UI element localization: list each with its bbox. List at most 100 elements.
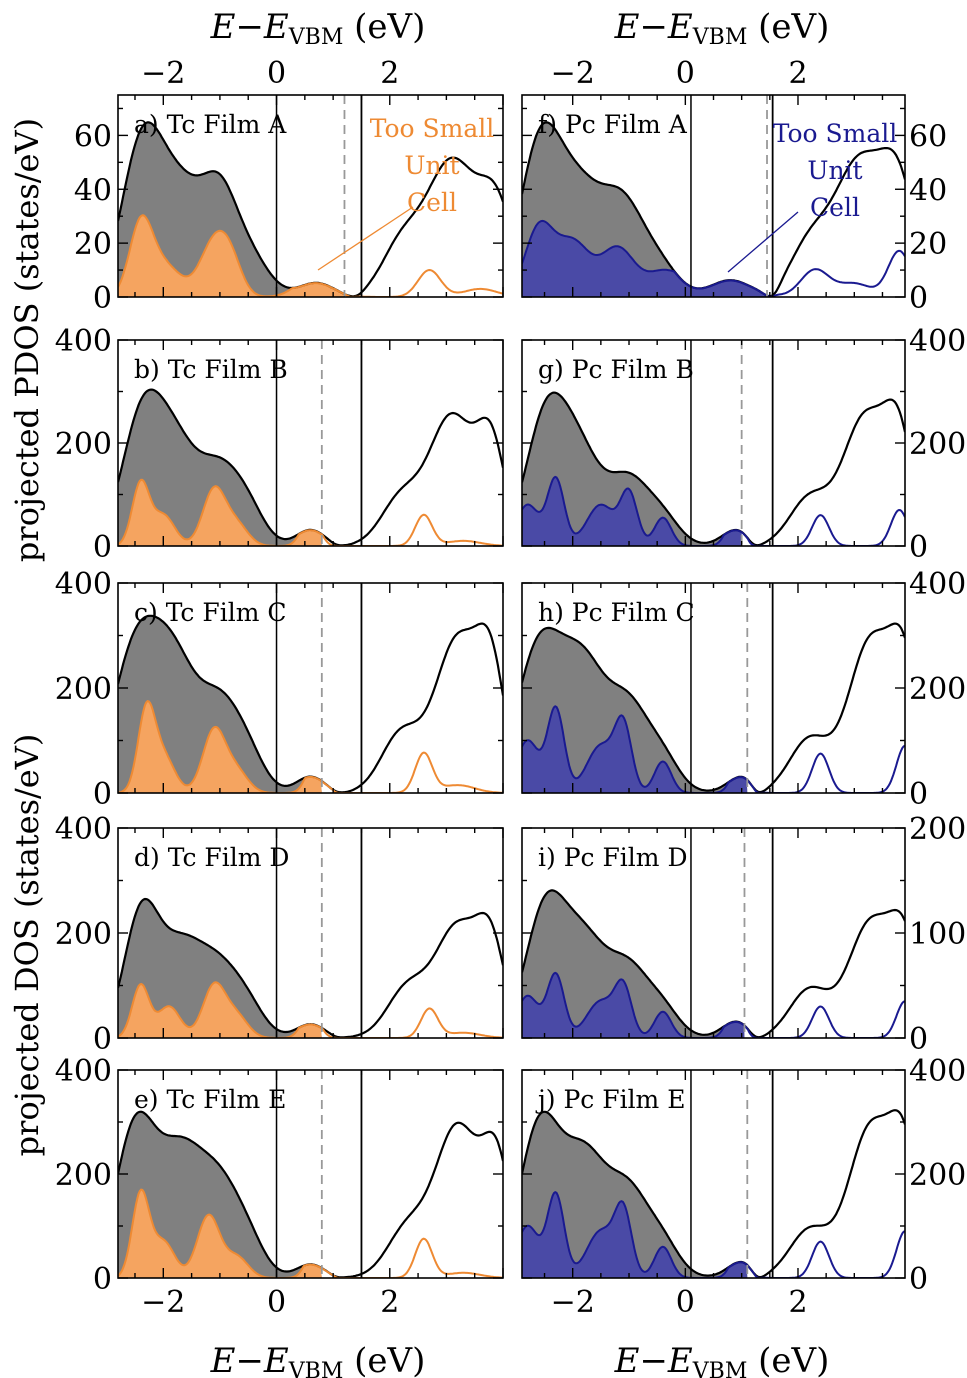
ytick-label: 400 bbox=[55, 324, 112, 359]
proj-dos-line-d bbox=[118, 981, 503, 1038]
bottom-xlabel-right: E−EVBM (eV) bbox=[614, 1341, 830, 1378]
ytick-label: 40 bbox=[74, 173, 112, 208]
ytick-label: 20 bbox=[909, 227, 947, 262]
panel-label-j: j) Pc Film E bbox=[535, 1085, 685, 1114]
panel-label-h: h) Pc Film C bbox=[538, 598, 695, 627]
ytick-label: 200 bbox=[55, 427, 112, 462]
panel-i: 0 100 200 i) Pc Film D bbox=[521, 812, 966, 1057]
ytick-label: 200 bbox=[55, 1158, 112, 1193]
ytick-label: 200 bbox=[909, 427, 966, 462]
ytick-label: 0 bbox=[909, 1022, 928, 1057]
proj-dos-occupied-j bbox=[522, 1192, 748, 1278]
bottom-xlabel-left: E−EVBM (eV) bbox=[210, 1341, 426, 1378]
xtick-label: 0 bbox=[267, 1285, 286, 1320]
total-dos-occupied-i bbox=[522, 890, 745, 1038]
svg-text:Cell: Cell bbox=[810, 193, 860, 222]
top-xlabel-left: E−EVBM (eV) bbox=[210, 7, 426, 50]
ytick-label: 400 bbox=[909, 324, 966, 359]
panel-label-c: c) Tc Film C bbox=[134, 598, 287, 627]
ytick-label: 0 bbox=[93, 281, 112, 316]
xtick-label: 2 bbox=[380, 1285, 399, 1320]
proj-dos-line-b bbox=[118, 478, 503, 546]
ytick-label: 20 bbox=[74, 227, 112, 262]
panel-label-i: i) Pc Film D bbox=[538, 843, 688, 872]
proj-dos-occupied-h bbox=[522, 706, 748, 793]
ytick-label: 0 bbox=[909, 530, 928, 565]
proj-dos-occupied-a bbox=[118, 215, 345, 297]
panel-label-e: e) Tc Film E bbox=[134, 1085, 286, 1114]
proj-dos-occupied-c bbox=[118, 701, 322, 793]
xtick-label: 0 bbox=[676, 1285, 695, 1320]
annotation-too-small-right: Too Small Unit Cell bbox=[727, 119, 898, 273]
ytick-label: 400 bbox=[909, 567, 966, 602]
xtick-label: −2 bbox=[141, 1285, 185, 1320]
xtick-label: −2 bbox=[141, 56, 185, 91]
annotation-too-small-left: Too Small Unit Cell bbox=[317, 114, 495, 271]
ytick-label: 100 bbox=[909, 917, 966, 952]
ytick-label: 400 bbox=[909, 1054, 966, 1089]
proj-dos-line-c bbox=[118, 700, 503, 793]
xtick-label: 0 bbox=[676, 56, 695, 91]
proj-dos-line-e bbox=[118, 1188, 503, 1278]
ytick-label: 0 bbox=[93, 1262, 112, 1297]
ytick-label: 0 bbox=[909, 281, 928, 316]
panel-label-g: g) Pc Film B bbox=[538, 355, 694, 384]
ytick-label: 0 bbox=[93, 1022, 112, 1057]
total-dos-occupied-e bbox=[118, 1111, 322, 1278]
total-dos-occupied-b bbox=[118, 389, 322, 546]
total-dos-line-i bbox=[522, 889, 905, 1038]
ytick-label: 400 bbox=[55, 567, 112, 602]
proj-dos-occupied-g bbox=[522, 476, 742, 546]
ytick-label: 200 bbox=[909, 672, 966, 707]
ytick-label: 0 bbox=[909, 1262, 928, 1297]
proj-dos-line-f bbox=[522, 219, 905, 297]
svg-text:Cell: Cell bbox=[407, 188, 457, 217]
panel-label-a: a) Tc Film A bbox=[134, 110, 287, 139]
top-xlabel-right: E−EVBM (eV) bbox=[614, 7, 830, 50]
ytick-label: 0 bbox=[93, 530, 112, 565]
total-dos-line-g bbox=[522, 391, 905, 546]
panel-c: 0 200 400 c) Tc Film C bbox=[55, 567, 504, 812]
ylabel-upper: projected PDOS (states/eV) bbox=[8, 118, 46, 562]
ytick-label: 0 bbox=[93, 777, 112, 812]
panel-frame-a bbox=[117, 94, 504, 298]
ylabel-lower: projected DOS (states/eV) bbox=[8, 734, 46, 1157]
panel-label-f: f) Pc Film A bbox=[538, 110, 688, 139]
xtick-label: −2 bbox=[551, 56, 595, 91]
panel-j: −2 0 2 0 200 400 j) Pc Film E bbox=[521, 1054, 966, 1320]
ytick-label: 400 bbox=[55, 812, 112, 847]
xtick-label: 2 bbox=[380, 56, 399, 91]
ytick-label: 60 bbox=[74, 119, 112, 154]
xtick-label: 2 bbox=[788, 56, 807, 91]
panel-e: −2 0 2 0 200 400 e) Tc Film E bbox=[55, 1054, 504, 1320]
svg-text:Too Small: Too Small bbox=[773, 119, 898, 148]
panel-b: 0 200 400 b) Tc Film B bbox=[55, 324, 504, 565]
ytick-label: 40 bbox=[909, 173, 947, 208]
svg-text:Unit: Unit bbox=[807, 156, 862, 185]
panel-label-d: d) Tc Film D bbox=[134, 843, 289, 872]
total-dos-occupied-g bbox=[522, 392, 742, 546]
panel-g: 0 200 400 g) Pc Film B bbox=[521, 324, 966, 565]
proj-dos-line-a bbox=[118, 214, 503, 297]
xtick-label: 0 bbox=[267, 56, 286, 91]
proj-dos-occupied-b bbox=[118, 479, 322, 546]
ytick-label: 400 bbox=[55, 1054, 112, 1089]
panel-d: 0 200 400 d) Tc Film D bbox=[55, 812, 504, 1057]
total-dos-occupied-j bbox=[522, 1111, 748, 1278]
ytick-label: 200 bbox=[55, 917, 112, 952]
panel-h: 0 200 400 h) Pc Film C bbox=[521, 567, 966, 812]
ytick-label: 200 bbox=[909, 1158, 966, 1193]
svg-text:Too Small: Too Small bbox=[370, 114, 495, 143]
xtick-label: −2 bbox=[551, 1285, 595, 1320]
proj-dos-occupied-d bbox=[118, 982, 322, 1038]
total-dos-occupied-d bbox=[118, 899, 322, 1038]
total-dos-occupied-a bbox=[118, 122, 345, 297]
ytick-label: 60 bbox=[909, 119, 947, 154]
ytick-label: 200 bbox=[55, 672, 112, 707]
total-dos-occupied-c bbox=[118, 615, 322, 793]
ytick-label: 0 bbox=[909, 777, 928, 812]
xtick-label: 2 bbox=[788, 1285, 807, 1320]
